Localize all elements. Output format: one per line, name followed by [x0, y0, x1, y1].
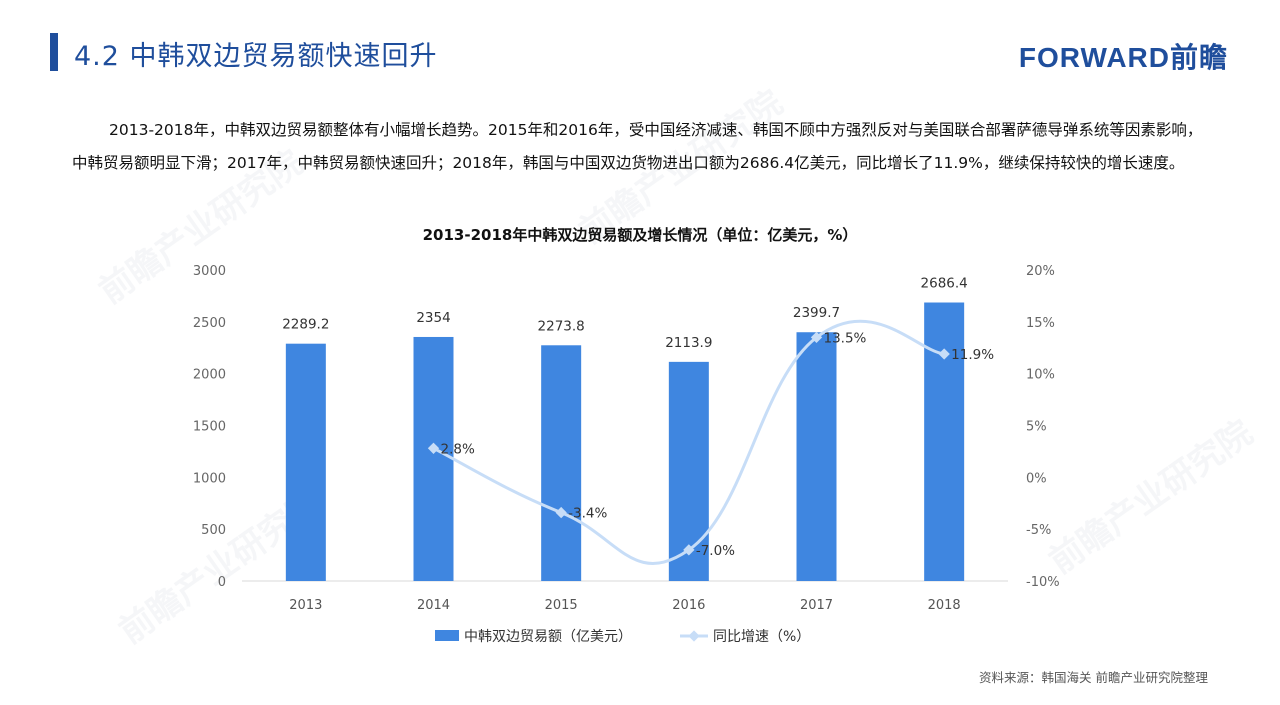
page-title: 4.2 中韩双边贸易额快速回升: [74, 41, 438, 72]
left-axis-tick-label: 3000: [193, 264, 226, 279]
line-label-2016: -7.0%: [696, 543, 735, 559]
bar-label-2018: 2686.4: [921, 276, 968, 292]
bar-label-2013: 2289.2: [282, 317, 329, 333]
left-y-axis: 0 500 1000 1500 2000 2500 3000: [193, 264, 226, 590]
right-axis-tick-label: 15%: [1026, 316, 1055, 331]
right-axis-tick-label: 20%: [1026, 264, 1055, 279]
x-axis-tick-labels: 2013 2014 2015 2016 2017 2018: [289, 598, 960, 613]
right-axis-tick-label: 0%: [1026, 471, 1047, 486]
line-label-2014: 2.8%: [441, 441, 475, 457]
growth-rate-line: [432, 319, 945, 565]
line-point-2017: [810, 331, 823, 344]
title-accent-bar: [50, 33, 58, 71]
bar-2013: [285, 343, 326, 581]
legend-marker-line: [688, 630, 700, 642]
left-axis-tick-label: 500: [201, 523, 226, 538]
chart-title: 2013-2018年中韩双边贸易额及增长情况（单位：亿美元，%）: [423, 226, 858, 244]
bar-2014: [413, 336, 454, 581]
bar-data-labels: 2289.2 2354 2273.8 2113.9 2399.7 2686.4: [282, 276, 968, 351]
legend-swatch-bar: [435, 630, 459, 641]
brand-logo: FORWARD前瞻: [1018, 42, 1228, 73]
bar-series: [285, 302, 965, 581]
legend: 中韩双边贸易额（亿美元） 同比增速（%）: [435, 629, 810, 645]
right-y-axis: -10% -5% 0% 5% 10% 15% 20%: [1026, 264, 1060, 590]
x-tick-label-2016: 2016: [672, 598, 705, 613]
left-axis-tick-label: 2000: [193, 368, 226, 383]
bar-label-2017: 2399.7: [793, 305, 840, 321]
line-series: 2.8% -3.4% -7.0% 13.5% 11.9%: [427, 319, 994, 565]
bar-2018: [924, 302, 965, 581]
left-axis-tick-label: 2500: [193, 316, 226, 331]
x-tick-label-2017: 2017: [800, 598, 833, 613]
line-label-2017: 13.5%: [824, 330, 867, 346]
x-tick-label-2015: 2015: [545, 598, 578, 613]
legend-label-line: 同比增速（%）: [713, 629, 810, 645]
bar-label-2016: 2113.9: [665, 335, 712, 351]
legend-label-bar: 中韩双边贸易额（亿美元）: [464, 629, 632, 645]
left-axis-tick-label: 1000: [193, 471, 226, 486]
right-axis-tick-label: -10%: [1026, 575, 1060, 590]
line-label-2018: 11.9%: [951, 347, 994, 363]
right-axis-tick-label: -5%: [1026, 523, 1051, 538]
right-axis-tick-label: 10%: [1026, 368, 1055, 383]
x-tick-label-2018: 2018: [928, 598, 961, 613]
bar-2017: [796, 332, 837, 581]
bar-2015: [541, 345, 582, 581]
line-point-2016: [683, 544, 695, 556]
left-axis-tick-label: 0: [218, 575, 226, 590]
right-axis-tick-label: 5%: [1026, 420, 1047, 435]
left-axis-tick-label: 1500: [193, 420, 226, 435]
bar-label-2014: 2354: [416, 310, 450, 326]
intro-paragraph: 2013-2018年，中韩双边贸易额整体有小幅增长趋势。2015年和2016年，…: [72, 121, 1203, 172]
bar-label-2015: 2273.8: [538, 318, 585, 334]
source-note: 资料来源：韩国海关 前瞻产业研究院整理: [979, 670, 1208, 685]
x-tick-label-2014: 2014: [417, 598, 450, 613]
line-point-2014: [427, 442, 440, 454]
line-label-2015: -3.4%: [568, 506, 607, 522]
line-point-2018: [938, 348, 950, 360]
x-tick-label-2013: 2013: [289, 598, 322, 613]
